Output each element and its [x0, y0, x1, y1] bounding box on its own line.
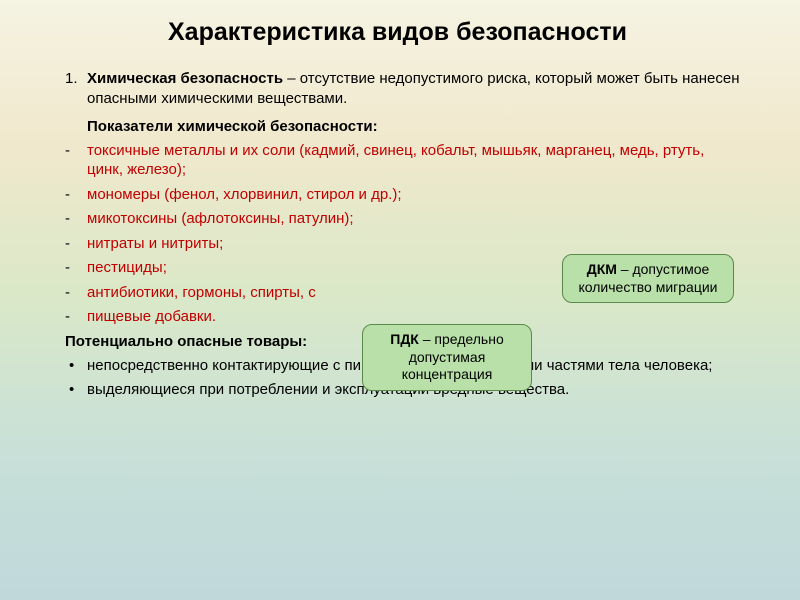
slide-title: Характеристика видов безопасности: [55, 18, 740, 47]
list-item: токсичные металлы и их соли (кадмий, сви…: [65, 141, 740, 180]
callout-dkm: ДКМ – допустимое количество миграции: [562, 254, 734, 303]
definition-term: Химическая безопасность: [87, 70, 283, 87]
list-item: нитраты и нитриты;: [65, 234, 740, 254]
list-item: микотоксины (афлотоксины, патулин);: [65, 209, 740, 229]
indicators-heading: Показатели химической безопасности:: [87, 118, 740, 135]
list-item: мономеры (фенол, хлорвинил, стирол и др.…: [65, 185, 740, 205]
callout-term: ПДК: [390, 331, 419, 347]
callout-pdk: ПДК – предельно допустимая концентрация: [362, 324, 532, 391]
callout-term: ДКМ: [587, 261, 617, 277]
definition-item: Химическая безопасность – отсутствие нед…: [65, 69, 740, 110]
